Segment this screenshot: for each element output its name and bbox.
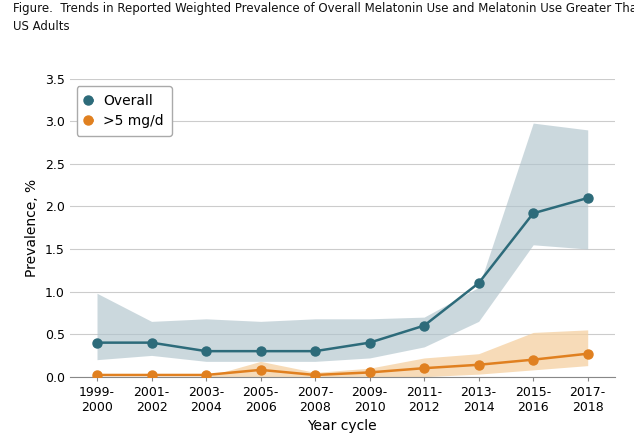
Overall — [529, 211, 537, 216]
>5 mg/d — [257, 367, 264, 372]
Overall — [311, 349, 319, 354]
Legend: Overall, >5 mg/d: Overall, >5 mg/d — [77, 86, 172, 136]
Line: Overall: Overall — [93, 194, 592, 356]
Overall — [257, 349, 264, 354]
>5 mg/d — [202, 372, 210, 378]
>5 mg/d — [366, 370, 373, 375]
X-axis label: Year cycle: Year cycle — [307, 419, 377, 433]
>5 mg/d — [93, 372, 101, 378]
Y-axis label: Prevalence, %: Prevalence, % — [25, 179, 39, 277]
Overall — [202, 349, 210, 354]
Overall — [93, 340, 101, 345]
Text: Figure.  Trends in Reported Weighted Prevalence of Overall Melatonin Use and Mel: Figure. Trends in Reported Weighted Prev… — [13, 2, 634, 15]
Overall — [366, 340, 373, 345]
Text: US Adults: US Adults — [13, 20, 69, 33]
>5 mg/d — [420, 366, 428, 371]
>5 mg/d — [584, 351, 592, 357]
>5 mg/d — [148, 372, 155, 378]
Overall — [420, 323, 428, 328]
>5 mg/d — [311, 372, 319, 378]
Overall — [475, 280, 482, 286]
>5 mg/d — [529, 357, 537, 362]
>5 mg/d — [475, 362, 482, 367]
Overall — [148, 340, 155, 345]
Overall — [584, 195, 592, 201]
Line: >5 mg/d: >5 mg/d — [93, 349, 592, 379]
